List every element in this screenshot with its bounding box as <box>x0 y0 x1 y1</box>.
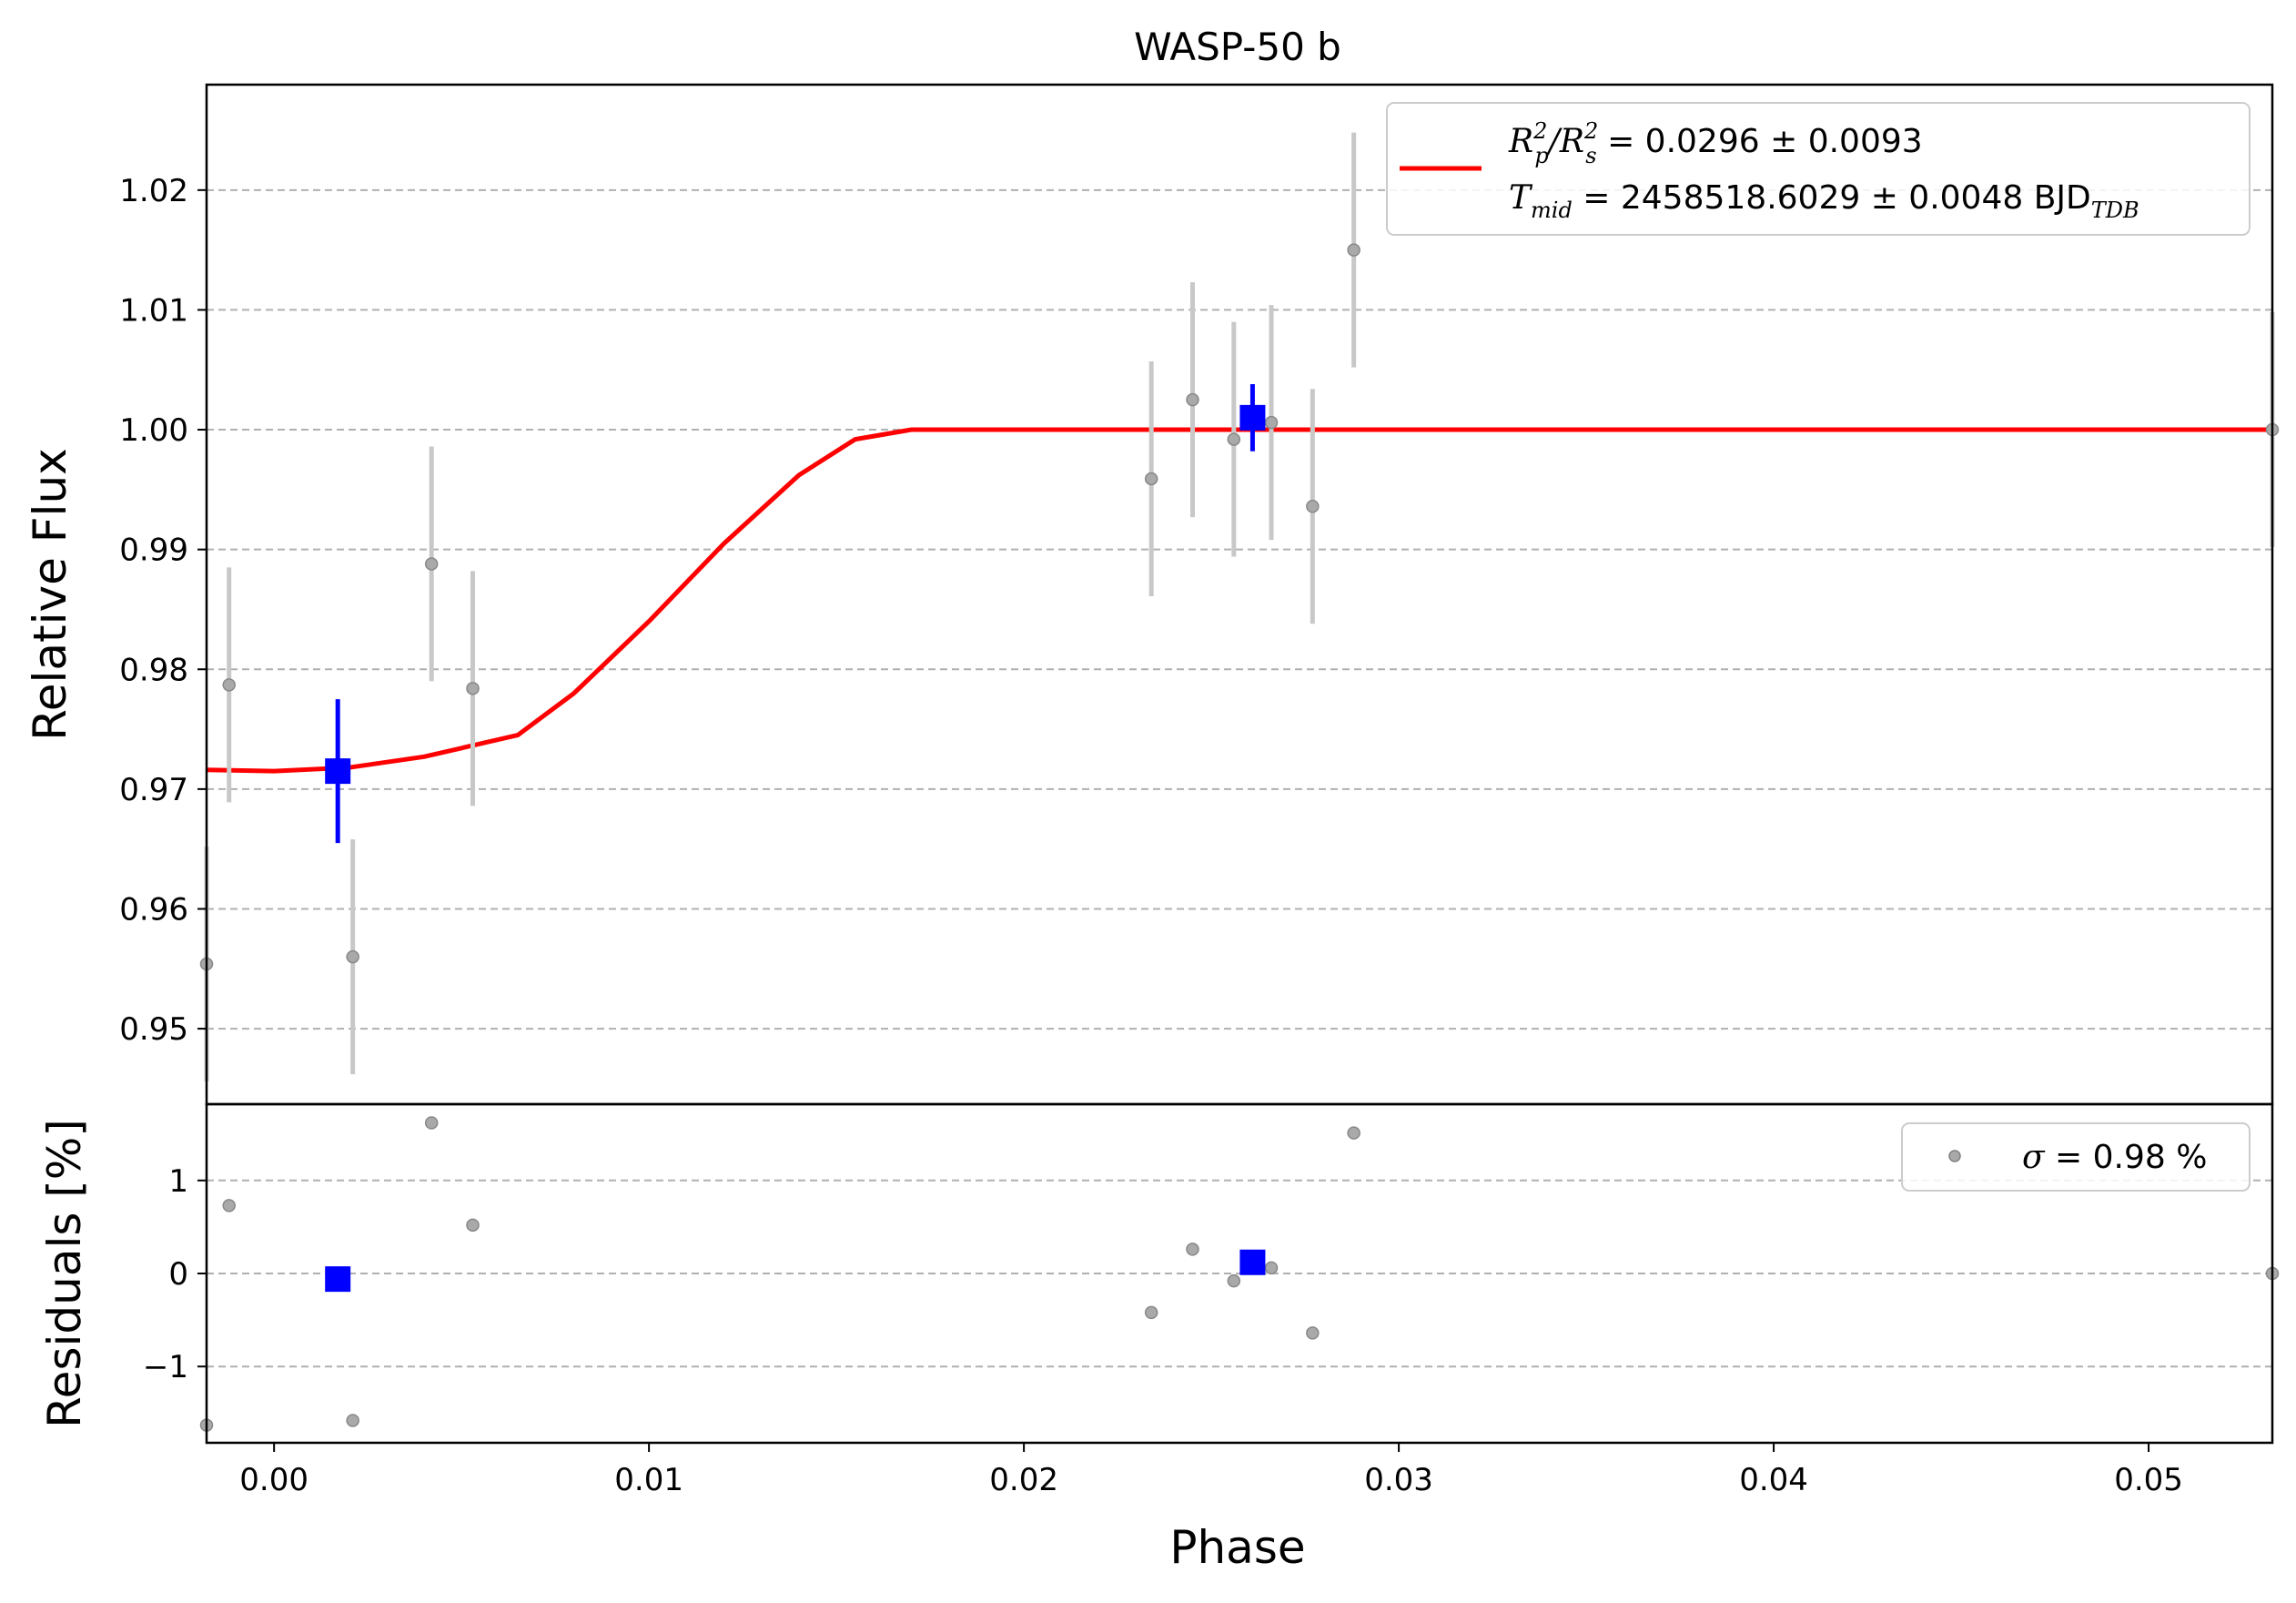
data-point <box>466 682 480 695</box>
residual-legend-box <box>1901 1122 2250 1192</box>
residual-legend-marker <box>1948 1150 1961 1162</box>
data-point <box>222 678 236 692</box>
main-legend: R2 p/R2 s = 0.0296 ± 0.0093 Tmid = 2458518… <box>1386 102 2250 236</box>
x-ticks: 0.00 0.01 0.02 0.03 0.04 0.05 <box>239 1443 2183 1498</box>
residual-point <box>1186 1243 1199 1256</box>
binned-residual-point <box>325 1266 351 1293</box>
main-gridlines <box>207 188 2272 1030</box>
residual-point <box>346 1414 359 1427</box>
binned-point <box>325 758 351 785</box>
data-point <box>1144 472 1158 486</box>
x-tick-label: 0.05 <box>2114 1462 2183 1498</box>
residual-y-tick-label: 0 <box>168 1256 188 1293</box>
data-point <box>1227 432 1241 446</box>
data-point <box>346 949 359 964</box>
main-unbinned-layer <box>199 132 2280 1081</box>
residual-y-tick-label: −1 <box>143 1349 188 1385</box>
x-tick-label: 0.03 <box>1364 1462 1433 1498</box>
data-point <box>424 557 439 571</box>
x-tick-label: 0.04 <box>1739 1462 1808 1498</box>
main-y-tick-label: 1.00 <box>119 412 188 449</box>
residual-point <box>1227 1273 1241 1288</box>
main-y-tick-label: 0.99 <box>119 533 188 569</box>
legend-depth-label: R2 p/R2 s = 0.0296 ± 0.0093 <box>1508 118 1923 168</box>
main-axes-frame <box>205 83 2274 1106</box>
data-point <box>1306 500 1320 513</box>
residual-y-tick-label: 1 <box>168 1163 188 1200</box>
main-y-tick-label: 0.96 <box>119 891 188 928</box>
residual-binned-layer <box>325 1249 1266 1293</box>
legend-tmid-label: Tmid = 2458518.6029 ± 0.0048 BJDTDB <box>1509 179 2139 223</box>
residual-gridlines <box>207 1179 2272 1368</box>
binned-point <box>1239 404 1266 431</box>
binned-residual-point <box>1239 1249 1266 1275</box>
residual-point <box>466 1218 480 1233</box>
data-point <box>1264 415 1279 430</box>
main-y-tick-label: 1.01 <box>119 292 188 329</box>
residual-point <box>222 1199 236 1212</box>
residual-point <box>424 1116 439 1130</box>
x-tick-label: 0.01 <box>614 1462 683 1498</box>
model-curve-layer <box>206 427 2272 774</box>
residual-legend-label: σ = 0.98 % <box>2022 1139 2207 1176</box>
y-axis-label-residuals: Residuals [%] <box>38 1119 91 1428</box>
main-y-ticks: 0.95 0.96 0.97 0.98 0.99 1.00 1.01 1.02 <box>119 173 207 1048</box>
main-legend-box <box>1386 102 2250 236</box>
residual-y-ticks: 1 0 −1 <box>143 1163 207 1385</box>
main-y-tick-label: 0.97 <box>119 772 188 808</box>
residual-point <box>1306 1326 1320 1340</box>
main-binned-layer <box>325 384 1266 844</box>
main-y-tick-label: 1.02 <box>119 173 188 209</box>
residual-legend: σ = 0.98 % <box>1901 1122 2250 1192</box>
data-point <box>1347 243 1360 257</box>
y-axis-label-flux: Relative Flux <box>24 448 76 740</box>
residual-point <box>1144 1305 1158 1320</box>
model-curve <box>206 427 2272 774</box>
data-point <box>1186 392 1199 407</box>
x-tick-label: 0.02 <box>989 1462 1058 1498</box>
chart-title: WASP-50 b <box>1134 25 1341 69</box>
main-y-tick-label: 0.98 <box>119 652 188 688</box>
main-y-tick-label: 0.95 <box>119 1011 188 1048</box>
x-axis-label: Phase <box>1169 1521 1305 1574</box>
residual-point <box>1347 1126 1360 1140</box>
x-tick-label: 0.00 <box>239 1462 308 1498</box>
residual-point <box>1264 1261 1279 1275</box>
